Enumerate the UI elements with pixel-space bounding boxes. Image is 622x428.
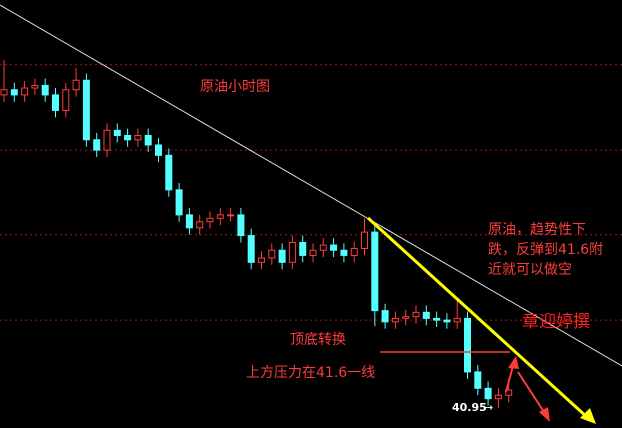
- forecast-line: [366, 216, 590, 420]
- candle-body: [10, 89, 18, 96]
- candle-body: [484, 387, 492, 400]
- candle-body: [391, 317, 399, 323]
- candle-body: [237, 214, 245, 237]
- candle-body: [402, 316, 410, 319]
- candle-body: [371, 231, 379, 312]
- candle-body: [134, 134, 142, 141]
- annotation: 跌，反弹到41.6附: [488, 242, 603, 258]
- candle-body: [278, 249, 286, 263]
- arrow-head: [539, 407, 550, 422]
- candle-body: [453, 317, 461, 323]
- candle-body: [309, 249, 317, 256]
- candle-body: [206, 217, 214, 223]
- candle-body: [288, 241, 296, 263]
- candle-body: [21, 87, 29, 96]
- candle-body: [185, 214, 193, 229]
- candle-body: [72, 79, 80, 91]
- candle-body: [443, 319, 451, 323]
- candle-body: [165, 154, 173, 191]
- grid: [0, 64, 622, 321]
- candle-body: [0, 89, 8, 96]
- candle-body: [175, 189, 183, 216]
- candle-body: [494, 394, 502, 400]
- candle-body: [361, 231, 368, 250]
- candle-body: [412, 311, 420, 318]
- candle-body: [299, 241, 307, 256]
- candle-body: [422, 311, 430, 319]
- label-arrow: →: [484, 401, 493, 414]
- chart-title: 原油小时图: [200, 79, 270, 95]
- candle-body: [216, 214, 224, 219]
- arrow-down: [517, 371, 545, 413]
- candle-body: [340, 249, 348, 256]
- candle-body: [319, 244, 327, 251]
- candle-body: [330, 244, 338, 251]
- candle-body: [103, 129, 111, 151]
- arrow-head: [508, 356, 519, 369]
- candle-body: [62, 89, 70, 111]
- low-label: 40.95: [452, 401, 487, 414]
- candle-body: [268, 249, 276, 259]
- candle-body: [474, 371, 482, 389]
- candle-body: [31, 84, 39, 89]
- candle-body: [144, 134, 152, 146]
- candle-body: [41, 84, 49, 96]
- trend-line: [0, 4, 622, 367]
- candle-body: [155, 144, 162, 156]
- candle-body: [93, 139, 101, 151]
- candle-body: [381, 310, 389, 323]
- annotation: 原油，趋势性下: [488, 222, 586, 238]
- candles: [0, 60, 513, 409]
- author: 章迎婷撰: [522, 312, 590, 332]
- candle-body: [350, 248, 358, 256]
- arrow-head: [580, 408, 596, 424]
- annotation: 近就可以做空: [488, 262, 572, 278]
- candle-body: [258, 257, 265, 263]
- annotation: 顶底转换: [290, 331, 346, 348]
- candle-body: [113, 129, 121, 136]
- candle-body: [247, 235, 255, 263]
- candle-body: [227, 214, 235, 217]
- candle-body: [82, 79, 90, 141]
- candle-body: [52, 94, 59, 111]
- candle-body: [124, 134, 132, 141]
- annotation: 上方压力在41.6一线: [246, 365, 375, 381]
- candle-body: [464, 317, 471, 373]
- candle-body: [505, 389, 513, 396]
- candle-body: [196, 221, 204, 229]
- candle-body: [433, 317, 441, 321]
